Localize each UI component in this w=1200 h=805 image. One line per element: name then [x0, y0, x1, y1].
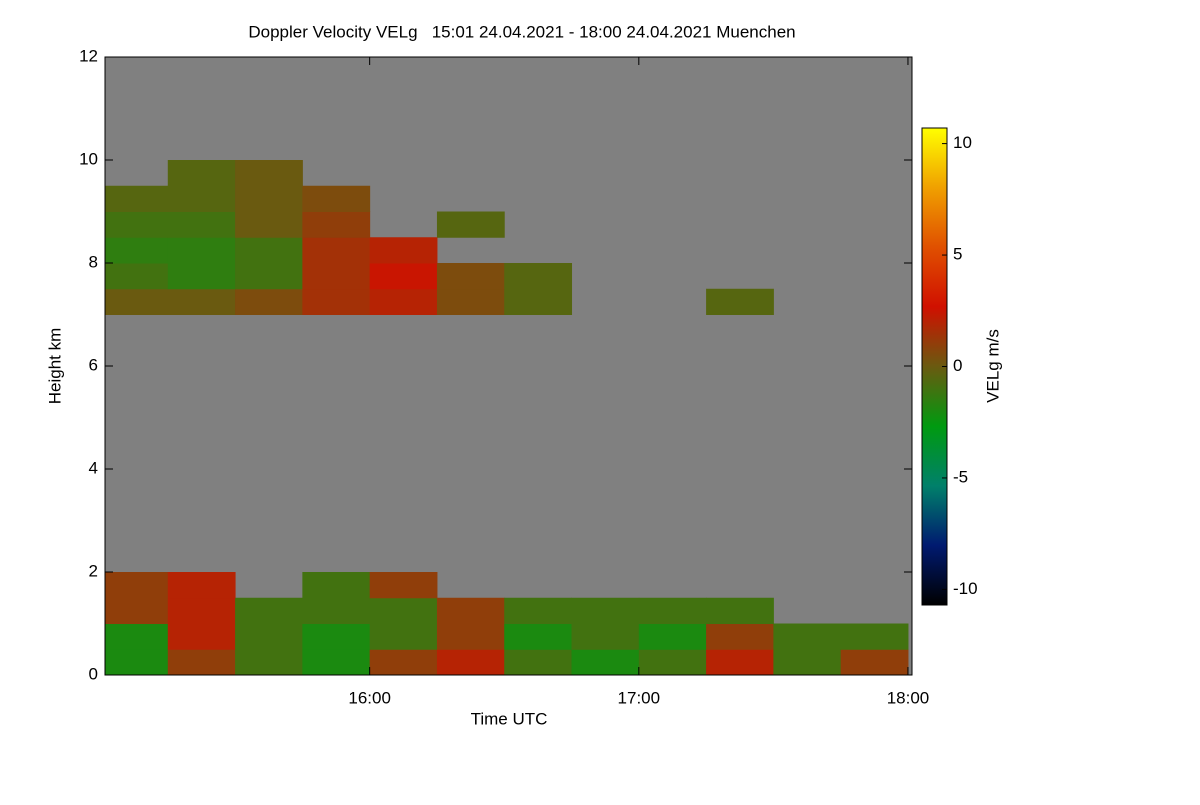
y-axis-label: Height km — [45, 328, 64, 405]
heatmap-cell — [167, 597, 236, 624]
heatmap-cell — [302, 185, 371, 212]
heatmap-cell — [302, 263, 371, 290]
heatmap-cells — [105, 160, 909, 675]
heatmap-cell — [105, 649, 169, 675]
heatmap-cell — [105, 237, 169, 264]
y-tick-label: 12 — [79, 46, 98, 65]
heatmap-cell — [302, 237, 371, 264]
heatmap-cell — [369, 263, 438, 290]
heatmap-cell — [105, 623, 169, 650]
heatmap-cell — [235, 185, 303, 212]
heatmap-cell — [369, 597, 438, 624]
heatmap-cell — [504, 288, 573, 315]
heatmap-cell — [302, 597, 371, 624]
colorbar-tick-label: 5 — [953, 245, 962, 264]
colorbar-label: VELg m/s — [983, 329, 1002, 403]
heatmap-cell — [105, 597, 169, 624]
heatmap-cell — [638, 597, 707, 624]
heatmap-cell — [235, 623, 303, 650]
heatmap-cell — [167, 160, 236, 187]
chart-title: Doppler Velocity VELg 15:01 24.04.2021 -… — [248, 22, 795, 41]
heatmap-cell — [167, 211, 236, 238]
x-tick-label: 16:00 — [348, 688, 391, 707]
heatmap-cell — [167, 572, 236, 599]
heatmap-cell — [571, 623, 640, 650]
heatmap-cell — [302, 572, 371, 599]
heatmap-cell — [302, 623, 371, 650]
colorbar-tick-label: 10 — [953, 133, 972, 152]
heatmap-cell — [706, 649, 774, 675]
heatmap-cell — [105, 211, 169, 238]
heatmap-cell — [436, 597, 505, 624]
heatmap-cell — [504, 649, 573, 675]
heatmap-cell — [235, 649, 303, 675]
heatmap-cell — [773, 649, 842, 675]
heatmap-cell — [235, 288, 303, 315]
heatmap-cell — [302, 288, 371, 315]
heatmap-cell — [302, 211, 371, 238]
heatmap-cell — [235, 237, 303, 264]
heatmap-cell — [235, 263, 303, 290]
y-tick-label: 0 — [89, 664, 98, 683]
heatmap-cell — [436, 623, 505, 650]
y-tick-label: 6 — [89, 355, 98, 374]
heatmap-cell — [235, 597, 303, 624]
heatmap-cell — [638, 623, 707, 650]
y-tick-label: 4 — [89, 458, 98, 477]
heatmap-cell — [105, 572, 169, 599]
heatmap-cell — [167, 649, 236, 675]
heatmap-cell — [167, 263, 236, 290]
heatmap-cell — [571, 597, 640, 624]
heatmap-cell — [167, 185, 236, 212]
heatmap-cell — [436, 263, 505, 290]
heatmap-cell — [504, 597, 573, 624]
heatmap-cell — [369, 288, 438, 315]
heatmap-cell — [773, 623, 842, 650]
heatmap-cell — [571, 649, 640, 675]
colorbar-tick-label: -10 — [953, 579, 978, 598]
y-tick-label: 2 — [89, 561, 98, 580]
heatmap-cell — [504, 623, 573, 650]
heatmap-cell — [302, 649, 371, 675]
heatmap-cell — [105, 288, 169, 315]
heatmap-cell — [638, 649, 707, 675]
heatmap-cell — [167, 288, 236, 315]
y-tick-label: 8 — [89, 252, 98, 271]
heatmap-cell — [235, 211, 303, 238]
colorbar-tick-label: 0 — [953, 356, 962, 375]
x-tick-label: 17:00 — [618, 688, 661, 707]
heatmap-cell — [706, 623, 774, 650]
heatmap-cell — [167, 623, 236, 650]
heatmap-cell — [369, 237, 438, 264]
heatmap-cell — [369, 623, 438, 650]
x-tick-label: 18:00 — [887, 688, 930, 707]
heatmap-cell — [436, 211, 505, 238]
heatmap-cell — [369, 649, 438, 675]
heatmap-cell — [235, 160, 303, 187]
heatmap-cell — [167, 237, 236, 264]
heatmap-cell — [436, 649, 505, 675]
colorbar-tick-label: -5 — [953, 467, 968, 486]
heatmap-cell — [369, 572, 438, 599]
x-axis-label: Time UTC — [471, 709, 548, 728]
heatmap-cell — [105, 263, 169, 290]
heatmap-cell — [436, 288, 505, 315]
heatmap-cell — [105, 185, 169, 212]
heatmap-cell — [840, 649, 909, 675]
heatmap-cell — [706, 597, 774, 624]
y-tick-label: 10 — [79, 149, 98, 168]
heatmap-cell — [504, 263, 573, 290]
heatmap-cell — [840, 623, 909, 650]
heatmap-cell — [706, 288, 774, 315]
